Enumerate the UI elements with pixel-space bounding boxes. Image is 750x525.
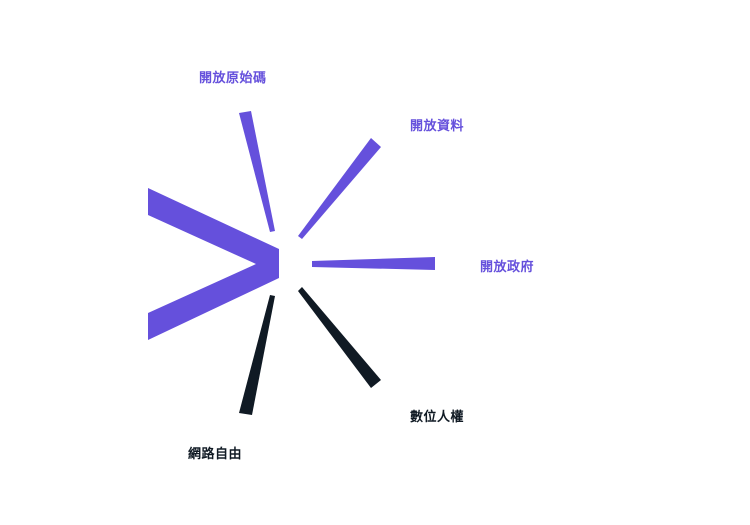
label-digital-rights: 數位人權 — [410, 410, 465, 425]
label-open-source: 開放原始碼 — [199, 71, 267, 86]
chevron-mark — [148, 188, 279, 340]
ray-digital-rights — [298, 287, 381, 388]
ray-open-source — [239, 111, 275, 232]
ray-open-government — [312, 257, 435, 270]
label-internet-freedom: 網路自由 — [188, 447, 243, 462]
label-open-government: 開放政府 — [480, 260, 535, 275]
label-open-data: 開放資料 — [410, 119, 465, 134]
ray-open-data — [298, 138, 381, 239]
ray-internet-freedom — [239, 295, 275, 415]
